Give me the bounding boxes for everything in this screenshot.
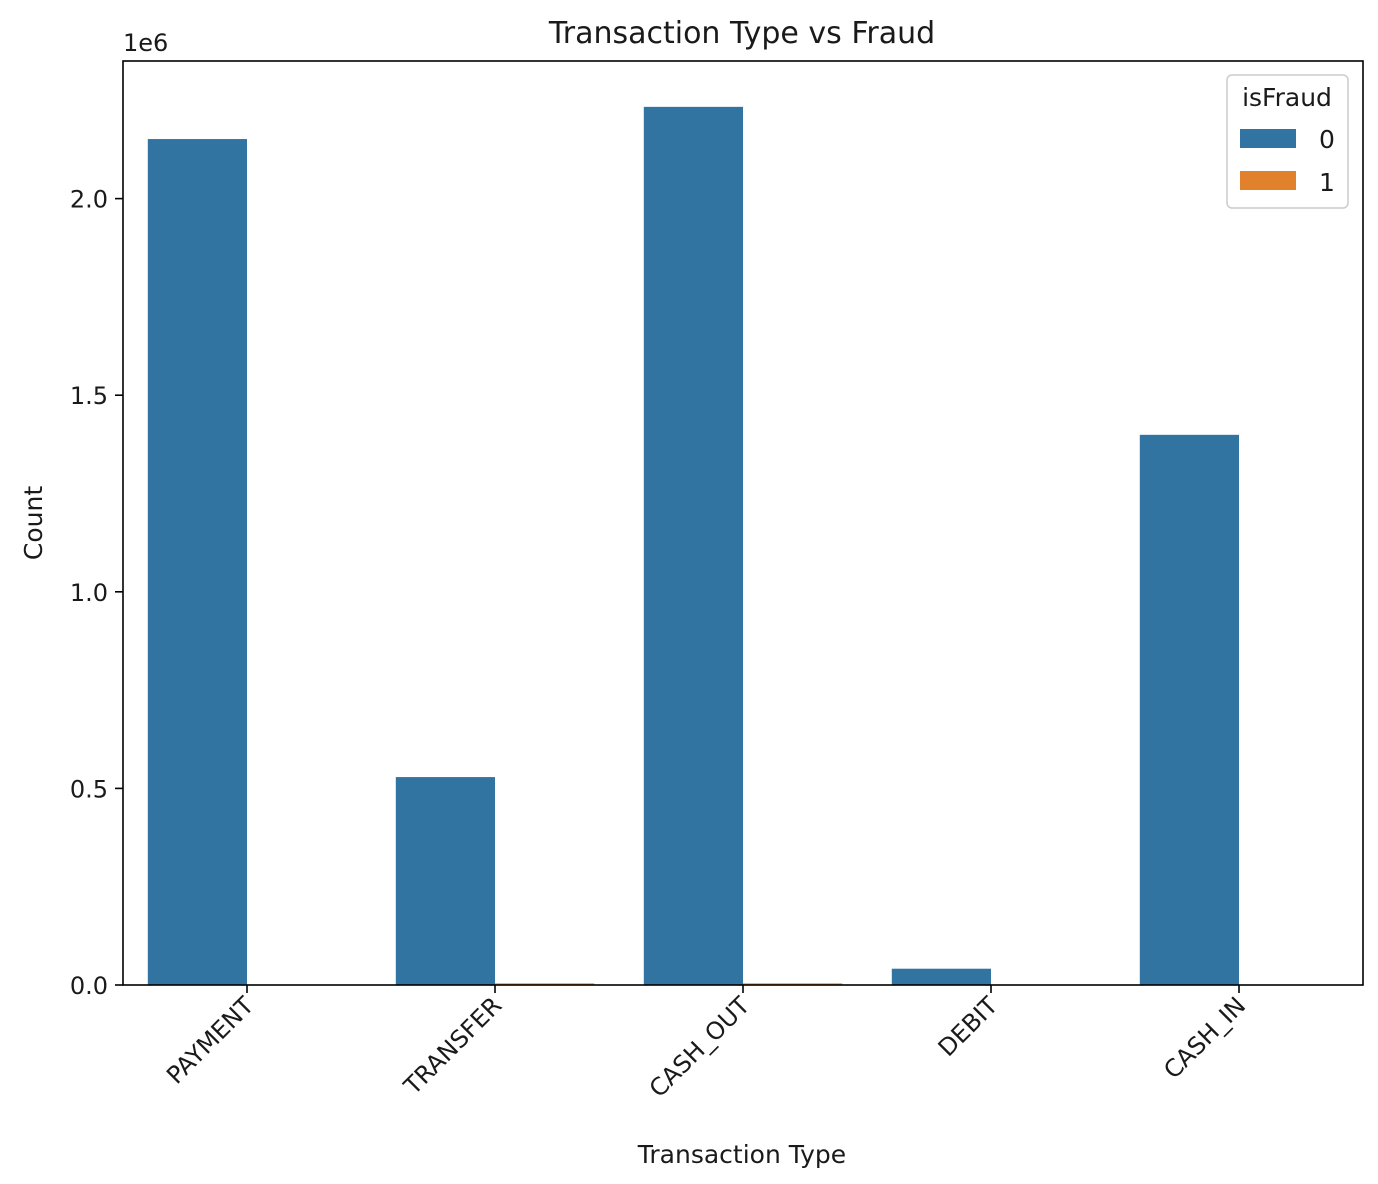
y-tick-label: 2.0: [70, 186, 108, 214]
bar-payment-series-0: [147, 139, 247, 985]
x-tick-label-transfer: TRANSFER: [398, 991, 507, 1100]
bar-transfer-series-1: [495, 983, 595, 985]
bars-group: [147, 106, 1239, 985]
bar-cash-out-series-1: [743, 983, 843, 985]
x-tick-label-cash-in: CASH_IN: [1158, 991, 1251, 1084]
x-axis-title: Transaction Type: [637, 1140, 846, 1169]
x-tick-label-cash-out: CASH_OUT: [644, 991, 756, 1103]
bar-cash-in-series-0: [1139, 434, 1239, 985]
x-axis: PAYMENT TRANSFER CASH_OUT DEBIT CASH_IN: [161, 985, 1251, 1103]
y-axis: 0.0 0.5 1.0 1.5 2.0: [70, 186, 123, 1000]
plot-frame: [122, 60, 1364, 986]
legend-label-0: 0: [1319, 125, 1335, 154]
bar-debit-series-0: [891, 968, 991, 985]
legend-swatch-1: [1240, 171, 1296, 190]
legend-swatch-0: [1240, 129, 1296, 148]
legend: isFraud 0 1: [1226, 74, 1349, 209]
y-axis-title: Count: [19, 486, 48, 560]
y-tick-label: 1.0: [70, 579, 108, 607]
y-tick-label: 0.0: [70, 972, 108, 1000]
legend-title: isFraud: [1242, 83, 1332, 112]
x-tick-label-payment: PAYMENT: [161, 991, 259, 1089]
chart-title: Transaction Type vs Fraud: [548, 16, 935, 51]
y-tick-label: 1.5: [70, 382, 108, 410]
y-offset-label: 1e6: [123, 29, 168, 57]
bar-transfer-series-0: [395, 777, 495, 985]
legend-label-1: 1: [1319, 168, 1335, 197]
y-tick-label: 0.5: [70, 775, 108, 803]
bar-cash-out-series-0: [643, 106, 743, 985]
x-tick-label-debit: DEBIT: [933, 991, 1004, 1062]
